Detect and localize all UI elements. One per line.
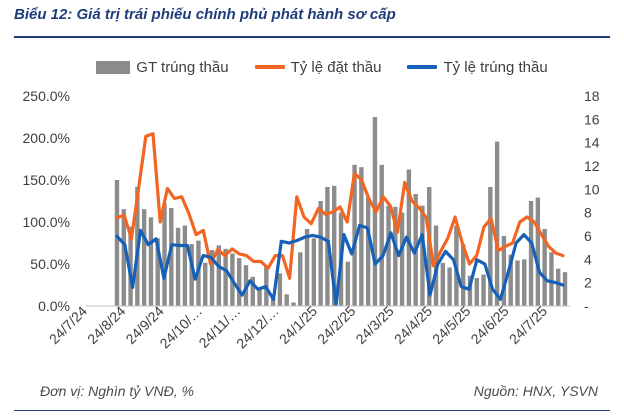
- bar: [304, 229, 310, 306]
- bar: [447, 267, 452, 306]
- left-axis-tick-label: 150.0%: [23, 172, 70, 188]
- x-axis-tick-label: 24/12/…: [233, 303, 282, 352]
- bar: [556, 268, 561, 306]
- bar: [379, 164, 384, 306]
- bar: [549, 252, 554, 306]
- bar: [501, 236, 507, 306]
- bar: [175, 227, 181, 306]
- bar: [535, 197, 541, 306]
- bar: [440, 262, 446, 306]
- bar: [508, 254, 513, 306]
- bar: [522, 259, 527, 306]
- right-axis-tick-label: -: [584, 298, 589, 314]
- right-axis-tick-label: 12: [584, 158, 600, 174]
- legend-label-blue: Tỷ lệ trúng thầu: [443, 58, 548, 76]
- bar: [562, 272, 568, 306]
- bar: [515, 260, 520, 306]
- right-axis-tick-label: 14: [584, 135, 600, 151]
- legend-label-orange: Tỷ lệ đặt thầu: [290, 58, 382, 76]
- bar: [277, 273, 283, 306]
- legend-item-bars: GT trúng thầu: [96, 58, 229, 76]
- right-axis-tick-label: 6: [584, 228, 592, 244]
- bar: [250, 276, 255, 306]
- bar: [393, 206, 398, 306]
- x-axis-tick-label: 24/1/25: [276, 303, 320, 347]
- bar: [386, 205, 391, 306]
- bar: [406, 169, 412, 306]
- bar: [542, 229, 547, 306]
- chart-plot: 0.0% 50.0% 100.0% 150.0% 200.0% 250.0% - 2 4 6 8 10…: [23, 88, 600, 352]
- footer-rule: [14, 410, 610, 411]
- x-axis-tick-label: 24/7/25: [506, 303, 550, 347]
- bar: [474, 278, 479, 306]
- bar: [148, 217, 154, 306]
- source-note: Nguồn: HNX, YSVN: [473, 383, 598, 399]
- title-rule: [14, 36, 610, 38]
- bar: [155, 238, 160, 306]
- x-axis-tick-label: 24/6/25: [467, 303, 511, 347]
- bar: [236, 258, 242, 306]
- bar: [481, 274, 486, 306]
- bar: [189, 244, 194, 306]
- right-axis-tick-label: 8: [584, 205, 592, 221]
- x-axis-tick-label: 24/8/24: [84, 303, 128, 347]
- x-axis-tick-label: 24/2/25: [314, 303, 358, 347]
- right-axis-tick-label: 2: [584, 275, 592, 291]
- bar: [141, 209, 147, 306]
- bar: [528, 201, 534, 306]
- x-axis-tick-label: 24/10/…: [156, 303, 205, 352]
- bar: [284, 294, 289, 306]
- right-axis-tick-label: 18: [584, 88, 600, 104]
- bar: [488, 187, 493, 306]
- bar: [169, 208, 174, 306]
- bar: [345, 261, 350, 306]
- series-line-orange: [115, 132, 565, 280]
- left-axis-tick-label: 0.0%: [38, 298, 70, 314]
- bar: [223, 248, 228, 306]
- legend-label-bars: GT trúng thầu: [136, 58, 229, 76]
- bar: [460, 244, 466, 306]
- bar: [162, 203, 167, 306]
- left-axis-tick-label: 250.0%: [23, 88, 70, 104]
- bar: [203, 262, 208, 306]
- left-axis-tick-label: 50.0%: [30, 256, 70, 272]
- x-axis-tick-label: 24/5/25: [429, 303, 473, 347]
- left-axis-tick-label: 200.0%: [23, 130, 70, 146]
- bar: [365, 197, 371, 306]
- legend-swatch-bars: [96, 60, 131, 74]
- bar: [494, 141, 500, 306]
- bar: [467, 275, 473, 306]
- bar: [332, 185, 337, 306]
- right-axis-tick-label: 4: [584, 251, 592, 267]
- legend-swatch-orange: [254, 65, 285, 69]
- series-line-blue: [115, 223, 565, 306]
- left-axis-tick-label: 100.0%: [23, 214, 70, 230]
- bar: [399, 212, 405, 306]
- right-axis-tick-label: 16: [584, 111, 600, 127]
- bar: [121, 209, 126, 306]
- legend: GT trúng thầu Tỷ lệ đặt thầu Tỷ lệ trúng…: [40, 56, 604, 78]
- bar: [216, 245, 222, 306]
- chart-title: Biểu 12: Giá trị trái phiếu chính phủ ph…: [14, 6, 396, 23]
- bar: [182, 225, 188, 306]
- bar: [257, 288, 262, 306]
- legend-swatch-blue: [407, 65, 438, 69]
- bar: [420, 205, 425, 306]
- bar: [128, 226, 133, 306]
- bar: [298, 252, 303, 306]
- x-axis-tick-label: 24/3/25: [352, 303, 396, 347]
- bar: [291, 302, 296, 306]
- bar: [359, 167, 364, 306]
- unit-note: Đơn vị: Nghìn tỷ VNĐ, %: [40, 383, 194, 399]
- right-axis-tick-label: 10: [584, 181, 600, 197]
- x-axis-tick-label: 24/4/25: [391, 303, 435, 347]
- bar: [114, 180, 120, 306]
- legend-item-orange: Tỷ lệ đặt thầu: [254, 58, 382, 76]
- bar: [209, 250, 215, 306]
- bar: [318, 201, 323, 306]
- bar: [352, 164, 357, 306]
- legend-item-blue: Tỷ lệ trúng thầu: [407, 58, 548, 76]
- bar: [311, 238, 317, 306]
